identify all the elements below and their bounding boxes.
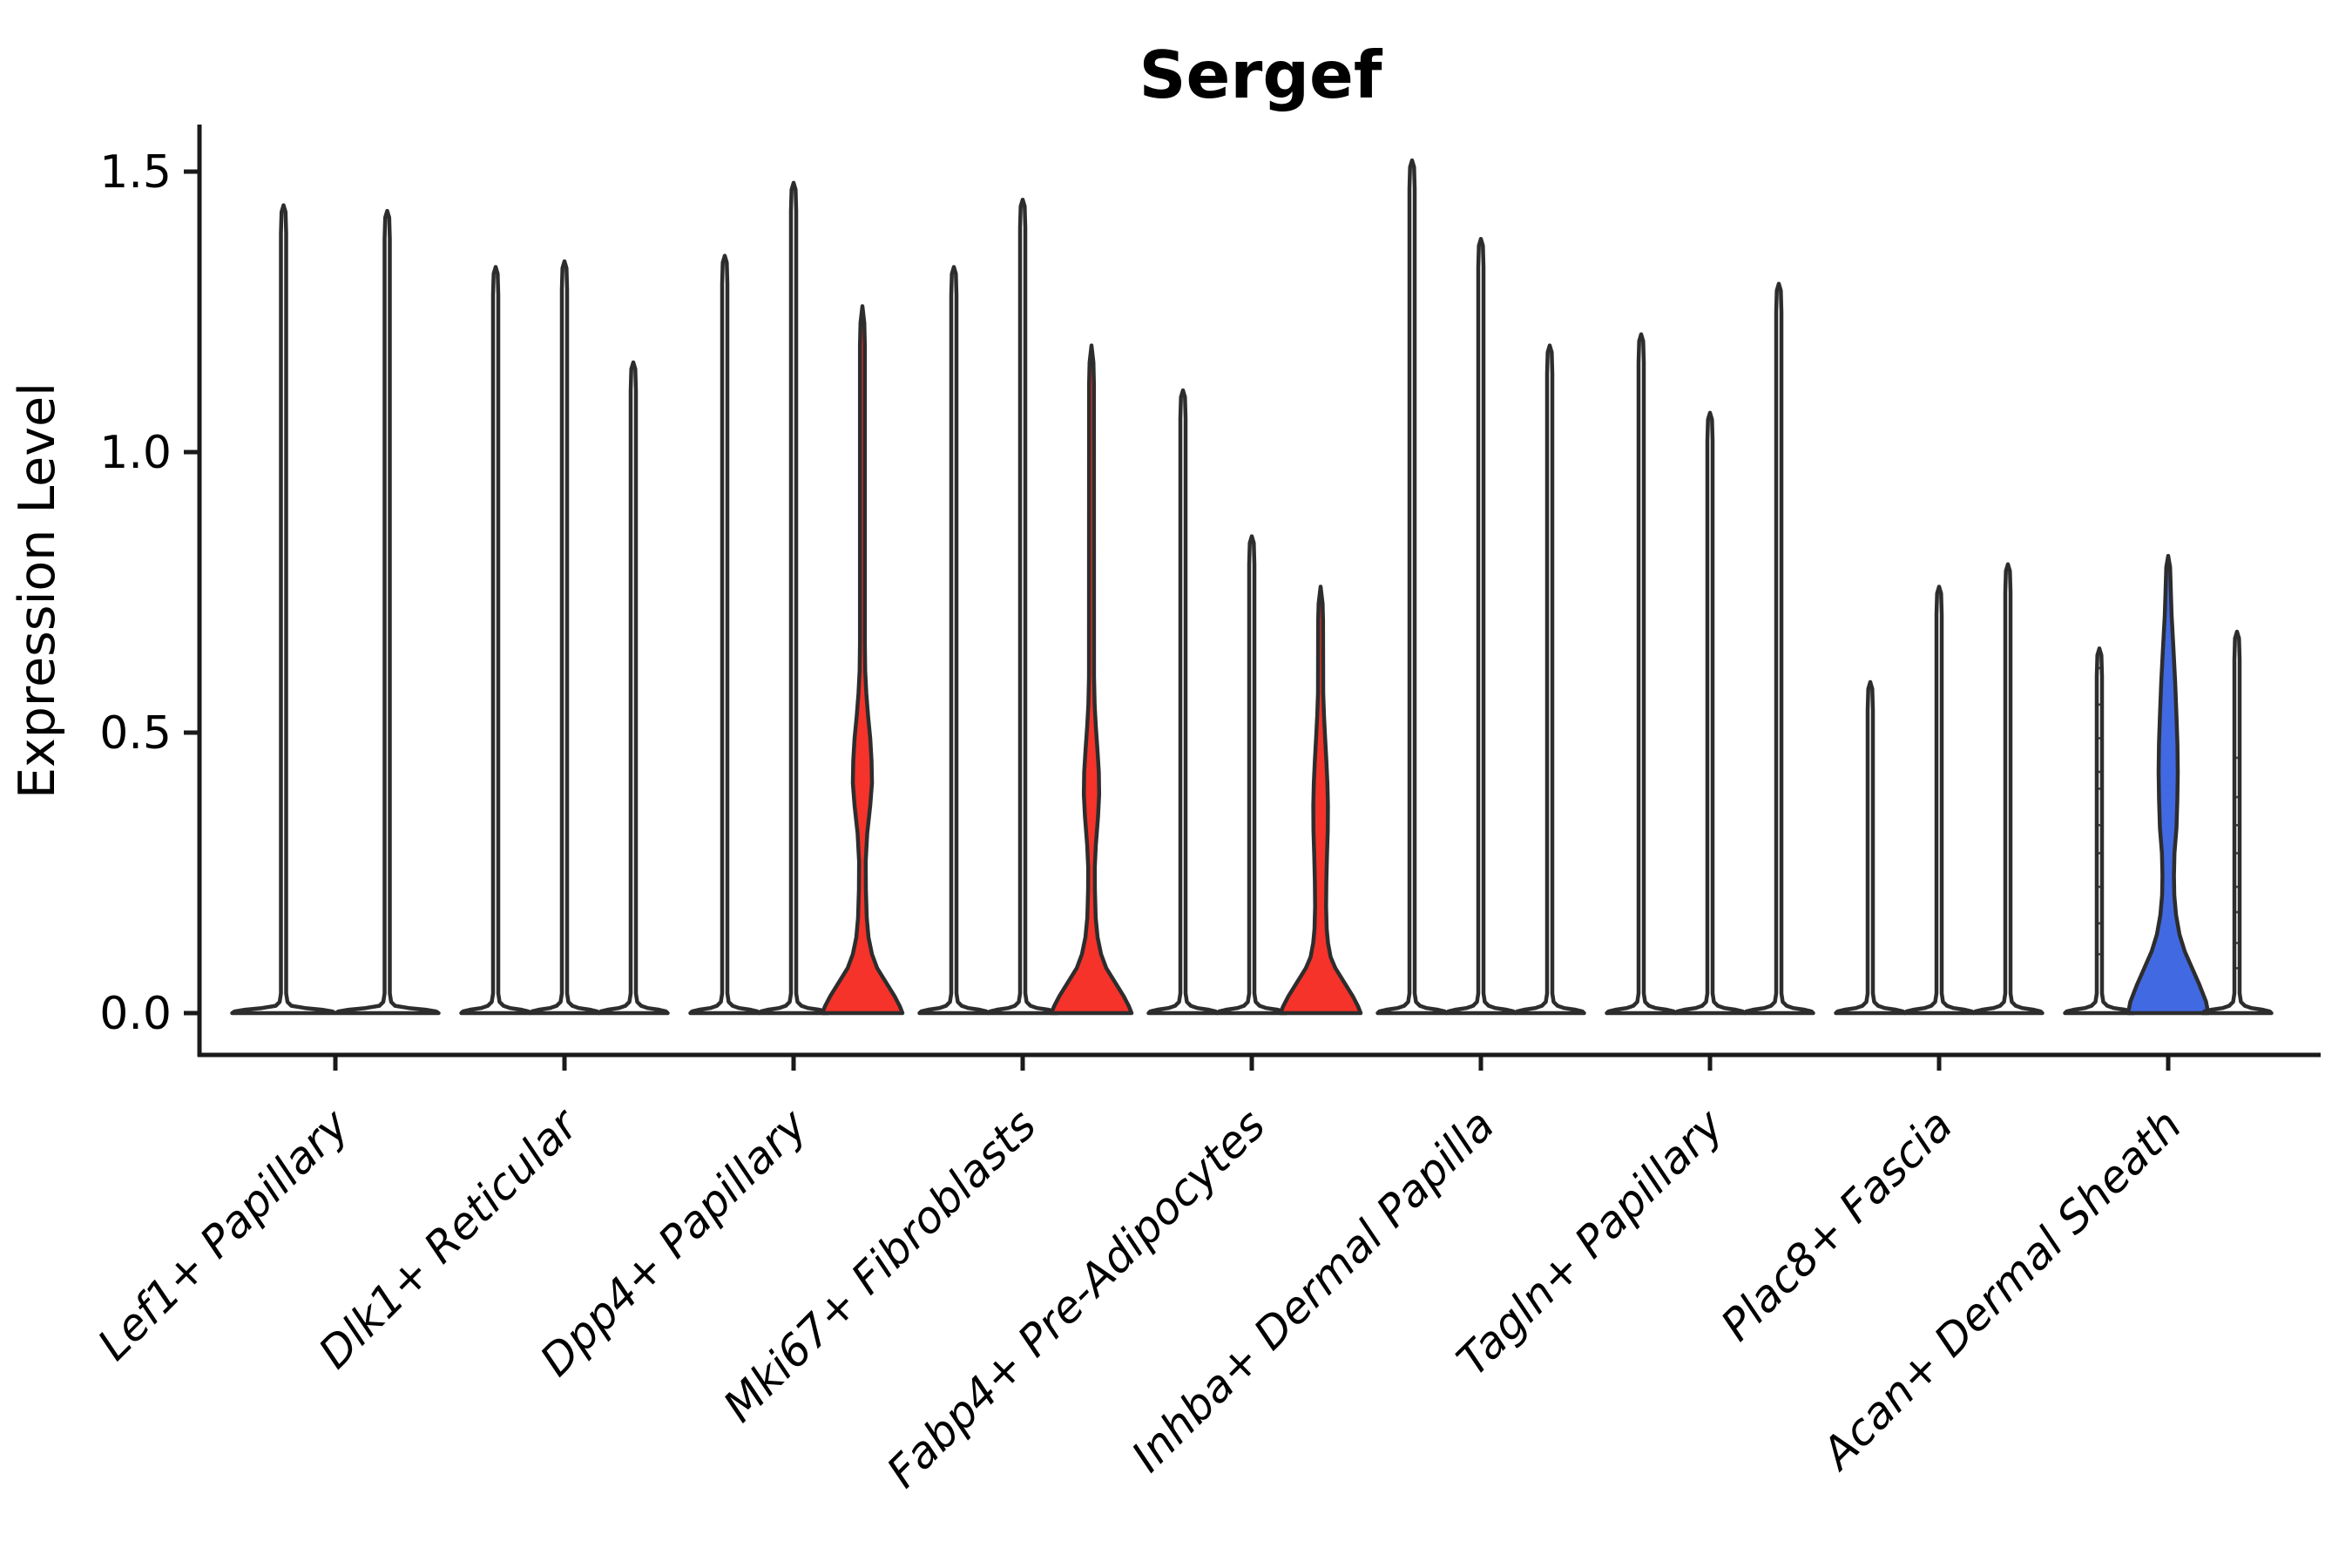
violin-2-0 xyxy=(688,253,761,1016)
violin-6-1 xyxy=(1673,410,1747,1016)
data-point xyxy=(2234,967,2240,970)
violin-0-0 xyxy=(230,203,337,1016)
y-tick-label: 1.0 xyxy=(99,427,172,479)
violin-2-2 xyxy=(820,304,905,1016)
violin-6-0 xyxy=(1605,332,1678,1016)
data-point xyxy=(2096,922,2103,925)
data-point xyxy=(2234,942,2240,944)
data-point xyxy=(2096,703,2103,706)
violin-8-1 xyxy=(2126,553,2211,1016)
violin-3-0 xyxy=(917,265,990,1016)
violin-8-2 xyxy=(2200,629,2274,1016)
violin-1-0 xyxy=(459,265,532,1016)
violin-3-2 xyxy=(1049,343,1134,1016)
violin-1-1 xyxy=(528,259,601,1016)
data-point xyxy=(2234,852,2240,855)
violin-4-1 xyxy=(1215,534,1288,1016)
y-tick-label: 0.5 xyxy=(99,707,172,760)
data-point xyxy=(2234,795,2240,799)
chart-title: Sergef xyxy=(1139,37,1382,113)
y-axis-title: Expression Level xyxy=(9,382,66,799)
data-point xyxy=(2096,885,2103,889)
violin-5-1 xyxy=(1444,237,1517,1016)
violin-0-1 xyxy=(334,208,441,1016)
violin-3-1 xyxy=(986,197,1059,1016)
violin-5-2 xyxy=(1513,343,1586,1016)
data-point xyxy=(2234,885,2240,889)
violin-4-2 xyxy=(1278,585,1363,1016)
y-tick-label: 1.5 xyxy=(99,146,172,199)
violin-8-0 xyxy=(2063,646,2136,1016)
data-point xyxy=(2096,823,2103,827)
y-tick-label: 0.0 xyxy=(99,988,172,1040)
data-point xyxy=(2234,823,2240,827)
data-point xyxy=(2234,756,2240,760)
data-point xyxy=(2096,953,2103,956)
data-point xyxy=(2096,787,2103,790)
violin-1-2 xyxy=(597,360,670,1016)
violin-2-1 xyxy=(757,180,830,1016)
violin-7-2 xyxy=(1971,562,2044,1016)
data-point xyxy=(2096,666,2103,670)
violin-7-0 xyxy=(1834,679,1907,1016)
violin-5-0 xyxy=(1375,158,1449,1016)
data-point xyxy=(2096,737,2103,740)
data-point xyxy=(2096,770,2103,774)
violin-6-2 xyxy=(1742,281,1815,1016)
violin-4-0 xyxy=(1146,388,1220,1016)
data-point xyxy=(2234,910,2240,914)
data-point xyxy=(2096,852,2103,855)
violin-7-1 xyxy=(1903,585,1976,1016)
